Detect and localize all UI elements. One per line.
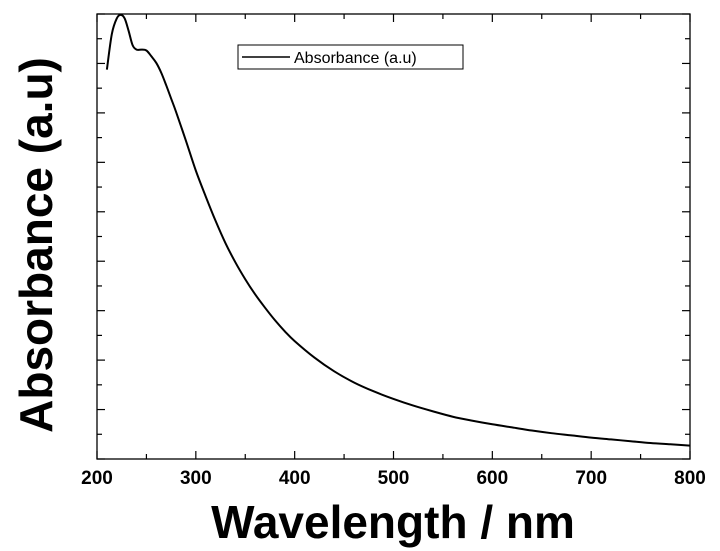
x-axis-ticks bbox=[96, 14, 691, 459]
x-tick-label: 400 bbox=[279, 468, 311, 489]
legend-label: Absorbance (a.u) bbox=[294, 50, 417, 67]
x-tick-label: 200 bbox=[81, 468, 113, 489]
x-axis-tick-labels: 200 300 400 500 600 700 800 bbox=[81, 468, 706, 489]
y-axis-title: Absorbance (a.u) bbox=[10, 57, 62, 433]
legend: Absorbance (a.u) bbox=[237, 44, 464, 70]
series-line bbox=[105, 13, 691, 447]
x-axis-title: Wavelength / nm bbox=[211, 496, 575, 548]
x-tick-label: 800 bbox=[674, 468, 706, 489]
x-tick-label: 700 bbox=[575, 468, 607, 489]
x-tick-label: 300 bbox=[180, 468, 212, 489]
y-axis-ticks bbox=[97, 13, 690, 460]
x-tick-label: 500 bbox=[378, 468, 410, 489]
x-tick-label: 600 bbox=[476, 468, 508, 489]
plot-frame bbox=[96, 13, 691, 460]
